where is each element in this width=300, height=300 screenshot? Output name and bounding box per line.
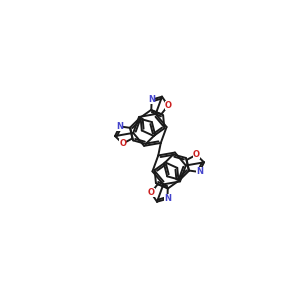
- Text: N: N: [148, 95, 155, 104]
- Text: O: O: [148, 188, 154, 197]
- Text: N: N: [196, 167, 203, 176]
- Text: N: N: [116, 122, 123, 131]
- Text: O: O: [193, 150, 200, 159]
- Text: O: O: [119, 139, 126, 148]
- Text: N: N: [164, 194, 171, 203]
- Text: O: O: [164, 101, 172, 110]
